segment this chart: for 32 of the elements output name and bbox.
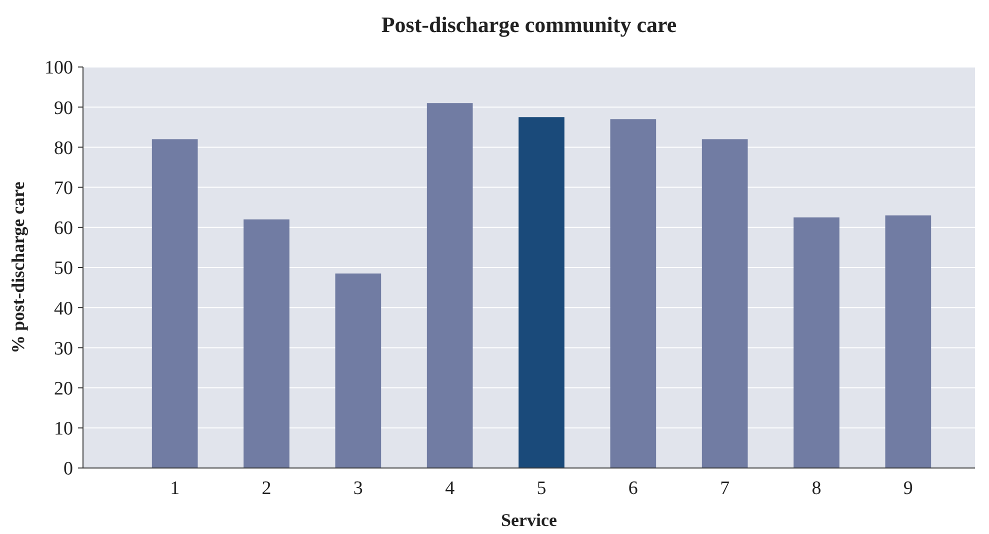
x-tick-label: 6	[628, 478, 638, 499]
bar	[610, 119, 656, 468]
y-tick-label: 40	[54, 298, 73, 320]
bar	[335, 274, 382, 468]
x-tick-label: 9	[903, 478, 913, 499]
bar	[152, 139, 198, 468]
y-axis-title: % post-discharge care	[8, 182, 28, 354]
y-tick-label: 0	[64, 458, 73, 480]
y-tick-label: 50	[54, 258, 73, 280]
x-tick-label: 8	[812, 478, 822, 499]
bar	[702, 139, 748, 468]
y-tick-label: 60	[54, 218, 73, 240]
x-tick-label: 7	[720, 478, 730, 499]
x-axis-title: Service	[501, 510, 557, 530]
bar	[885, 215, 932, 468]
y-tick-label: 100	[44, 58, 73, 79]
y-tick-label: 90	[54, 98, 73, 119]
x-tick-label: 4	[445, 478, 456, 499]
y-tick-label: 80	[54, 138, 73, 159]
x-tick-label: 1	[170, 478, 180, 499]
bar	[518, 117, 564, 468]
y-tick-label: 10	[54, 418, 73, 440]
x-tick-label: 5	[536, 478, 546, 499]
bar	[426, 103, 473, 468]
bar	[244, 219, 290, 468]
y-tick-label: 20	[54, 378, 73, 400]
y-tick-label: 30	[54, 338, 73, 360]
x-tick-label: 3	[353, 478, 363, 499]
bar	[794, 217, 840, 468]
x-tick-label: 2	[262, 478, 272, 499]
chart-title: Post-discharge community care	[381, 12, 677, 37]
y-tick-label: 70	[54, 178, 73, 199]
